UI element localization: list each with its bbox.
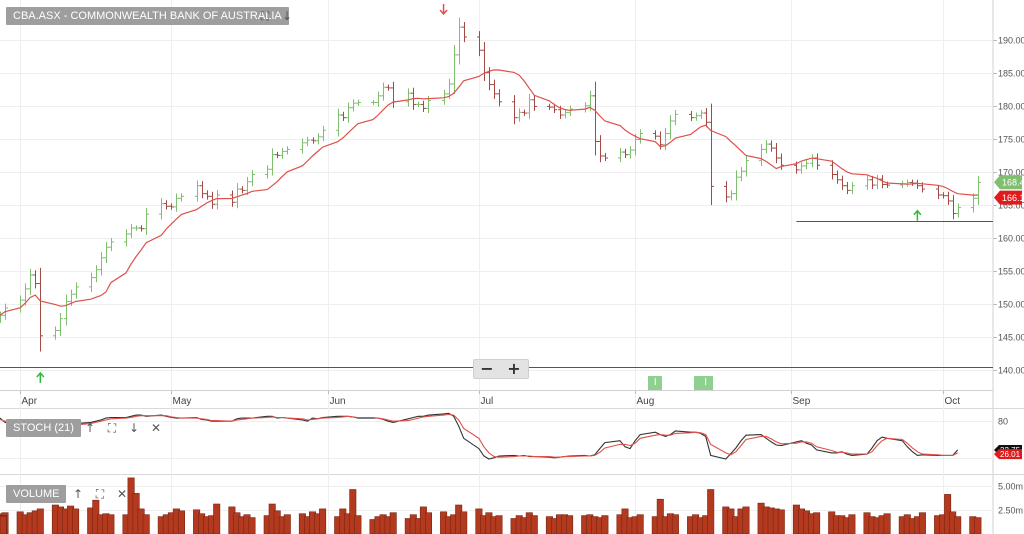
moving-average-tag-bg [994,190,1022,205]
price-tick-label: 175.00 [998,135,1024,145]
volume-bar [671,514,679,534]
volume-bar [248,517,256,534]
volume-bar [918,512,926,534]
close-icon[interactable]: ✕ [150,421,162,435]
price-tick-label: 165.00 [998,201,1024,211]
last-price-tag-bg [994,175,1022,190]
volume-bar [742,506,750,534]
volume-bar [813,512,821,534]
volume-bar [107,514,115,534]
volume-bar [601,515,609,534]
stoch-tick-label: 80 [998,417,1008,427]
price-tick-label: 180.00 [998,102,1024,112]
x-tick-label: May [173,396,192,407]
sell-signal-arrow-head [439,9,448,16]
volume-bar [142,514,150,534]
x-tick-label: Aug [637,396,655,407]
volume-bar [707,489,715,534]
volume-bar [213,503,221,534]
x-tick-label: Jun [330,396,346,407]
volume-bar [319,508,327,534]
event-marker[interactable]: I [698,376,713,390]
volume-bar [389,512,397,534]
moving-average-tag: 166.10 [994,190,1024,205]
stoch-d-tag-text: 26.01 [1000,450,1021,459]
volume-panel-title[interactable]: VOLUME [6,485,67,503]
price-tick-label: 140.00 [998,366,1024,376]
stoch-d-line [0,413,958,458]
volume-bar [848,514,856,534]
x-tick-label: Apr [22,396,38,407]
x-tick-label: Jul [481,396,494,407]
price-tick-label: 150.00 [998,300,1024,310]
zoom-out-button[interactable]: − [480,359,494,378]
close-icon[interactable]: ✕ [116,487,128,501]
volume-tick-label: 5.00m [998,482,1023,492]
volume-bar [178,510,186,534]
price-tick-label: 160.00 [998,234,1024,244]
arrow-up-icon[interactable]: ↑ [72,487,84,501]
main-chart-title[interactable]: CBA.ASX - COMMONWEALTH BANK OF AUSTRALIA [6,7,289,25]
volume-bar [36,508,44,534]
arrow-up-icon[interactable]: ↑ [84,421,96,435]
expand-icon[interactable]: ⛶ [260,9,270,23]
buy-signal-arrow-head [36,371,45,378]
moving-average-tag-text: 166.10 [1002,193,1024,203]
price-tick-label: 155.00 [998,267,1024,277]
stoch-k-line [0,412,959,460]
expand-icon[interactable]: ⛶ [107,421,117,435]
price-tick-label: 185.00 [998,69,1024,79]
event-marker[interactable]: I [648,376,663,390]
stoch-d-tag-bg [994,449,1022,460]
volume-bar [283,514,291,534]
arrow-down-icon[interactable]: ↓ [128,421,140,435]
zoom-in-button[interactable]: + [507,359,521,378]
x-tick-label: Sep [793,396,811,407]
volume-tick-label: 2.50m [998,506,1023,516]
volume-bar [530,515,538,534]
last-price-tag-text: 168.43 [1002,178,1024,188]
volume-bar [72,508,80,534]
volume-bar [777,509,785,534]
arrow-down-icon[interactable]: ↓ [281,9,293,23]
volume-bar [495,515,503,534]
volume-bar [954,516,962,534]
buy-signal-arrow [913,209,922,221]
volume-bar [0,516,7,534]
zoom-controls: − + [473,359,529,379]
stoch-d-tag: 26.01 [994,449,1022,460]
expand-icon[interactable]: ⛶ [95,487,105,501]
volume-bar [974,517,982,534]
price-tick-label: 190.00 [998,36,1024,46]
x-tick-label: Oct [945,396,961,407]
volume-bar [636,514,644,534]
volume-bar [354,515,362,534]
sell-signal-arrow [439,4,448,16]
stoch-panel-title[interactable]: STOCH (21) [6,419,81,437]
last-price-tag: 168.43 [994,175,1024,190]
buy-signal-arrow [36,371,45,383]
volume-bar [349,489,357,534]
volume-bar [566,515,574,534]
volume-bar [883,513,891,534]
price-tick-label: 170.00 [998,168,1024,178]
volume-bar [460,511,468,534]
price-tick-label: 145.00 [998,333,1024,343]
buy-signal-arrow-head [913,209,922,216]
moving-average-line [0,69,978,316]
volume-bar [424,512,432,534]
